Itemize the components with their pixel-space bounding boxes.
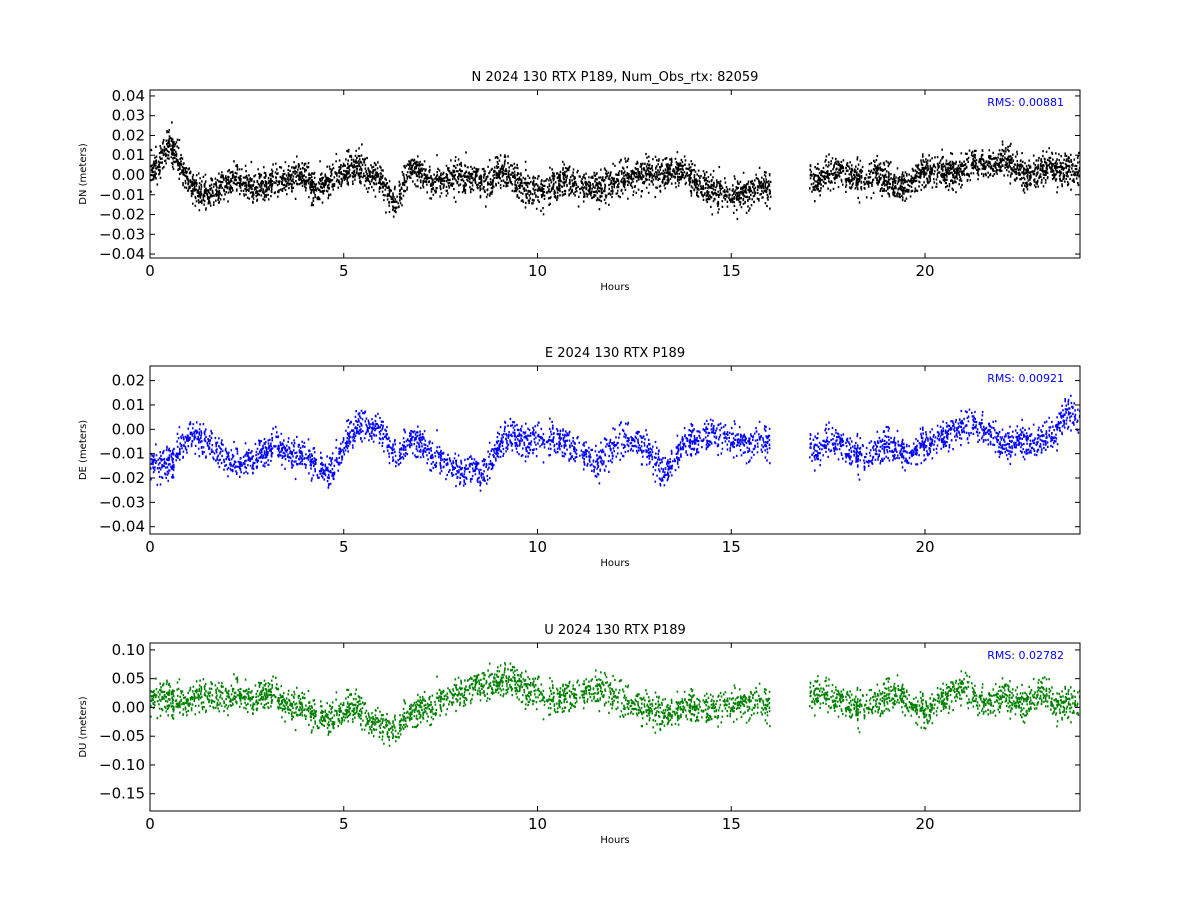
u-y-tick-label-5: 0.10 [112, 641, 145, 659]
e-x-axis-label: Hours [600, 558, 629, 569]
n-x-tick-label-4: 20 [915, 262, 934, 280]
u-data-points [150, 662, 1080, 747]
n-y-tick-label-7: 0.03 [112, 107, 145, 125]
u-x-axis-label: Hours [600, 835, 629, 846]
n-x-tick-label-3: 15 [722, 262, 741, 280]
u-chart-title: U 2024 130 RTX P189 [544, 623, 686, 638]
u-x-tick-label-1: 5 [339, 815, 349, 833]
n-rms-annotation: RMS: 0.00881 [987, 96, 1064, 109]
u-panel: U 2024 130 RTX P189 0 5 10 15 20 −0.15 −0.10 −0.… [78, 623, 1081, 846]
e-rms-annotation: RMS: 0.00921 [987, 372, 1064, 385]
n-y-tick-label-5: 0.01 [112, 146, 145, 164]
u-y-tick-label-1: −0.10 [99, 756, 145, 774]
e-chart-title: E 2024 130 RTX P189 [545, 346, 685, 361]
n-x-tick-label-2: 10 [528, 262, 547, 280]
u-axes-frame [149, 642, 1081, 812]
e-y-tick-label-4: 0.00 [112, 420, 145, 438]
n-y-tick-label-8: 0.04 [112, 87, 145, 105]
e-x-tick-label-4: 20 [915, 538, 934, 556]
u-rms-annotation: RMS: 0.02782 [987, 649, 1064, 662]
n-y-tick-label-3: −0.01 [99, 186, 145, 204]
u-x-tick-label-0: 0 [145, 815, 155, 833]
e-x-tick-label-1: 5 [339, 538, 349, 556]
e-y-tick-label-6: 0.02 [112, 372, 145, 390]
e-y-tick-label-0: −0.04 [99, 518, 145, 536]
u-y-tick-label-0: −0.15 [99, 785, 145, 803]
n-chart-title: N 2024 130 RTX P189, Num_Obs_rtx: 82059 [472, 70, 759, 85]
e-y-axis-label: DE (meters) [78, 420, 89, 480]
u-x-tick-label-3: 15 [722, 815, 741, 833]
n-x-tick-label-0: 0 [145, 262, 155, 280]
e-y-tick-label-2: −0.02 [99, 469, 145, 487]
e-scatter-series [150, 394, 1080, 492]
e-panel: E 2024 130 RTX P189 0 5 10 15 20 −0.04 −0.03 −0.… [78, 346, 1081, 569]
n-panel: N 2024 130 RTX P189, Num_Obs_rtx: 82059 0… [78, 70, 1081, 293]
u-x-tick-label-2: 10 [528, 815, 547, 833]
u-y-tick-label-3: 0.00 [112, 698, 145, 716]
u-y-tick-label-2: −0.05 [99, 727, 145, 745]
u-y-axis-label: DU (meters) [78, 696, 89, 757]
e-y-tick-label-1: −0.03 [99, 493, 145, 511]
e-axes-frame [149, 365, 1081, 535]
n-axes-frame [149, 89, 1081, 259]
e-x-tick-label-3: 15 [722, 538, 741, 556]
u-x-tick-label-4: 20 [915, 815, 934, 833]
e-x-tick-label-0: 0 [145, 538, 155, 556]
n-y-tick-label-6: 0.02 [112, 126, 145, 144]
n-y-axis-label: DN (meters) [78, 143, 89, 205]
n-x-axis-label: Hours [600, 282, 629, 293]
n-y-tick-label-2: −0.02 [99, 206, 145, 224]
e-y-tick-label-3: −0.01 [99, 445, 145, 463]
e-data-points [150, 394, 1080, 492]
u-y-tick-label-4: 0.05 [112, 670, 145, 688]
e-y-tick-label-5: 0.01 [112, 396, 145, 414]
n-y-tick-label-4: 0.00 [112, 166, 145, 184]
n-y-tick-label-1: −0.03 [99, 225, 145, 243]
u-scatter-series [150, 662, 1080, 747]
e-x-tick-label-2: 10 [528, 538, 547, 556]
n-x-tick-label-1: 5 [339, 262, 349, 280]
n-y-tick-label-0: −0.04 [99, 245, 145, 263]
